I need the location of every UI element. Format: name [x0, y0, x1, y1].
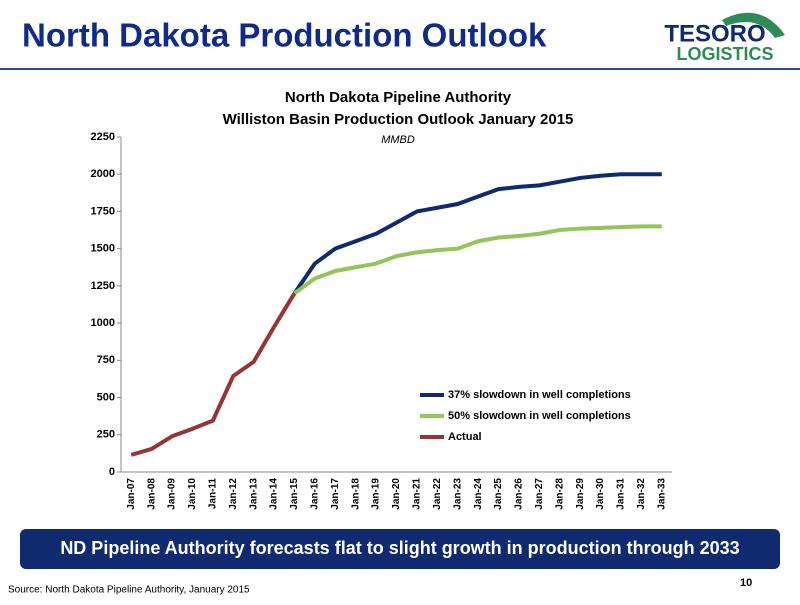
x-tick-label: Jan-30 — [595, 478, 606, 510]
x-tick-label: Jan-29 — [575, 478, 586, 510]
legend-label: 50% slowdown in well completions — [448, 410, 631, 422]
slide-title: North Dakota Production Outlook — [22, 17, 547, 54]
source: Source: North Dakota Pipeline Authority,… — [8, 585, 250, 596]
x-tick-label: Jan-12 — [228, 478, 239, 510]
x-tick-label: Jan-14 — [269, 478, 280, 510]
y-tick-label: 1500 — [91, 243, 115, 255]
y-tick-label: 500 — [97, 391, 115, 403]
x-tick-label: Jan-16 — [310, 478, 321, 510]
x-tick-label: Jan-24 — [473, 478, 484, 510]
x-tick-label: Jan-20 — [391, 478, 402, 510]
chart-title: Williston Basin Production Outlook Janua… — [223, 111, 574, 128]
x-tick-label: Jan-33 — [656, 478, 667, 510]
x-tick-label: Jan-19 — [371, 478, 382, 510]
x-tick-label: Jan-28 — [554, 478, 565, 510]
y-tick-label: 2000 — [91, 168, 115, 180]
legend-label: Actual — [448, 431, 482, 443]
logo-top: TESORO — [664, 20, 765, 47]
y-tick-label: 1750 — [91, 205, 115, 217]
chart-subtitle: MMBD — [381, 134, 415, 146]
y-tick-label: 250 — [97, 429, 115, 441]
x-tick-label: Jan-07 — [126, 478, 137, 510]
y-tick-label: 750 — [97, 354, 115, 366]
y-tick-label: 0 — [109, 466, 115, 478]
chart-title: North Dakota Pipeline Authority — [285, 89, 512, 106]
x-tick-label: Jan-10 — [187, 478, 198, 510]
x-tick-label: Jan-17 — [330, 478, 341, 510]
series-line — [292, 172, 662, 295]
logo-swoosh — [722, 12, 785, 38]
page-number: 10 — [740, 577, 752, 589]
x-tick-label: Jan-13 — [248, 478, 259, 510]
x-tick-label: Jan-27 — [534, 478, 545, 510]
x-tick-label: Jan-22 — [432, 478, 443, 510]
x-tick-label: Jan-09 — [167, 478, 178, 510]
x-tick-label: Jan-32 — [636, 478, 647, 510]
x-tick-label: Jan-25 — [493, 478, 504, 510]
logo-bottom: LOGISTICS — [676, 44, 773, 64]
x-tick-label: Jan-11 — [207, 478, 218, 510]
x-tick-label: Jan-15 — [289, 478, 300, 510]
x-tick-label: Jan-26 — [514, 478, 525, 510]
y-tick-label: 1000 — [91, 317, 115, 329]
x-tick-label: Jan-08 — [146, 478, 157, 510]
series-line — [293, 224, 662, 295]
banner-text: ND Pipeline Authority forecasts flat to … — [60, 538, 739, 558]
x-tick-label: Jan-18 — [350, 478, 361, 510]
series-line — [130, 292, 297, 457]
x-tick-label: Jan-23 — [452, 478, 463, 510]
x-tick-label: Jan-21 — [412, 478, 423, 510]
legend-label: 37% slowdown in well completions — [448, 389, 631, 401]
x-tick-label: Jan-31 — [616, 478, 627, 510]
y-tick-label: 1250 — [91, 280, 115, 292]
banner — [20, 529, 780, 569]
y-tick-label: 2250 — [91, 131, 115, 143]
